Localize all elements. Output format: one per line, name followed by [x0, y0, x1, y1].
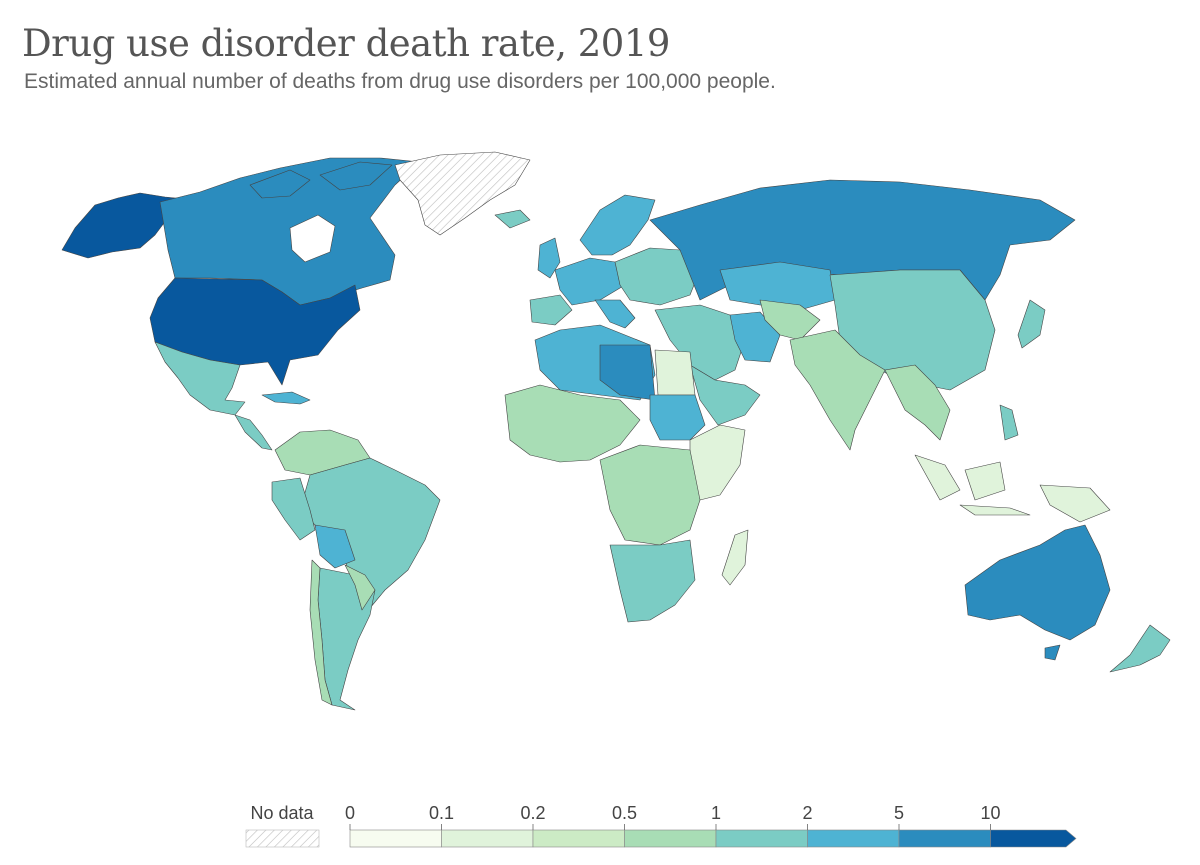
legend-no-data-label: No data — [250, 803, 314, 823]
region-scandinavia[interactable] — [579, 194, 656, 256]
region-southern-africa[interactable] — [609, 539, 696, 623]
region-kazakhstan[interactable] — [719, 261, 836, 311]
world-map — [61, 151, 1171, 711]
region-peru[interactable] — [271, 477, 316, 541]
region-egypt[interactable] — [654, 349, 696, 396]
region-western-europe[interactable] — [554, 257, 626, 306]
region-iberia[interactable] — [529, 294, 573, 326]
region-caribbean[interactable] — [261, 391, 311, 405]
legend-tick-label: 0.2 — [520, 803, 545, 823]
legend-bin — [807, 829, 900, 848]
legend-color-bins — [349, 829, 1077, 848]
region-central-africa[interactable] — [599, 444, 701, 546]
legend-bin — [349, 829, 442, 848]
region-middle-east[interactable] — [654, 304, 746, 381]
legend-bin — [532, 829, 625, 848]
legend-no-data-swatch — [245, 829, 320, 848]
map-legend: No data 0 0.1 0.2 0.5 1 2 5 10 — [245, 803, 1077, 848]
legend-tick-label: 0.5 — [612, 803, 637, 823]
region-arctic-islands[interactable] — [249, 161, 393, 199]
region-mexico[interactable] — [154, 341, 246, 416]
region-balkans-italy[interactable] — [594, 299, 636, 329]
region-philippines[interactable] — [999, 404, 1019, 441]
region-west-africa[interactable] — [504, 384, 641, 463]
region-central-america[interactable] — [234, 414, 273, 451]
region-bolivia[interactable] — [314, 524, 356, 569]
region-libya[interactable] — [599, 344, 656, 401]
region-hudson-bay — [289, 214, 336, 263]
region-iceland[interactable] — [494, 209, 531, 229]
region-uruguay-paraguay[interactable] — [344, 564, 376, 611]
region-japan[interactable] — [1017, 299, 1046, 349]
region-indonesia[interactable] — [914, 454, 1111, 523]
page-title: Drug use disorder death rate, 2019 — [22, 22, 670, 65]
region-canada[interactable] — [159, 157, 421, 306]
region-sudan[interactable] — [649, 394, 706, 441]
region-southeast-asia[interactable] — [884, 364, 951, 441]
legend-tick-label: 10 — [980, 803, 1000, 823]
legend-bin — [898, 829, 991, 848]
legend-bin-open-ended — [990, 829, 1077, 848]
region-east-africa[interactable] — [689, 424, 746, 501]
region-new-zealand[interactable] — [1109, 624, 1171, 673]
region-india[interactable] — [789, 329, 886, 451]
legend-tick-label: 1 — [711, 803, 721, 823]
legend-bin — [441, 829, 534, 848]
region-iran[interactable] — [729, 311, 781, 363]
legend-tick-labels: 0 0.1 0.2 0.5 1 2 5 10 — [345, 803, 1001, 830]
legend-tick-label: 0.1 — [429, 803, 454, 823]
legend-bin — [715, 829, 808, 848]
page-subtitle: Estimated annual number of deaths from d… — [24, 70, 776, 93]
region-australia[interactable] — [964, 524, 1111, 641]
region-madagascar[interactable] — [721, 529, 749, 586]
legend-bin — [624, 829, 717, 848]
region-eastern-europe[interactable] — [614, 247, 701, 306]
legend-tick-label: 0 — [345, 803, 355, 823]
region-chile[interactable] — [309, 559, 333, 706]
region-arabia[interactable] — [689, 364, 761, 426]
legend-tick-label: 2 — [802, 803, 812, 823]
region-greenland[interactable] — [394, 151, 531, 236]
legend-tick-label: 5 — [894, 803, 904, 823]
region-tasmania[interactable] — [1044, 644, 1061, 661]
